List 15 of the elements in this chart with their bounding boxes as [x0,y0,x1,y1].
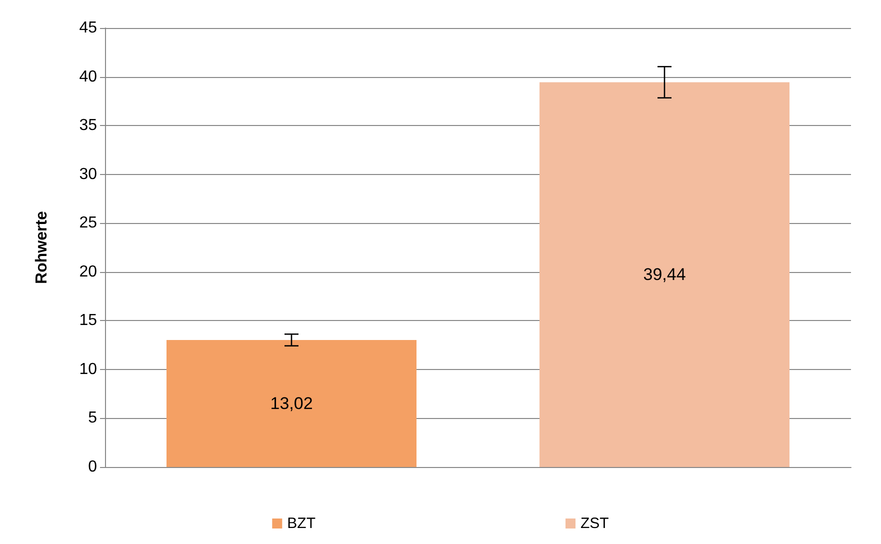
y-tick-label: 0 [88,458,98,476]
y-tick-label: 10 [79,360,98,378]
legend-label: BZT [287,515,316,532]
y-tick-label: 40 [79,68,98,86]
data-label: 13,02 [270,394,313,413]
y-tick-label: 15 [79,312,98,330]
data-label: 39,44 [643,265,686,284]
y-tick-label: 5 [88,410,98,427]
y-tick-label: 20 [79,263,98,280]
y-tick-label: 30 [79,166,98,183]
y-axis-title: Rohwerte [34,210,50,284]
y-tick-label: 35 [79,117,98,134]
y-tick-label: 45 [79,20,98,36]
y-tick-label: 25 [79,214,98,232]
legend-label: ZST [580,515,609,532]
